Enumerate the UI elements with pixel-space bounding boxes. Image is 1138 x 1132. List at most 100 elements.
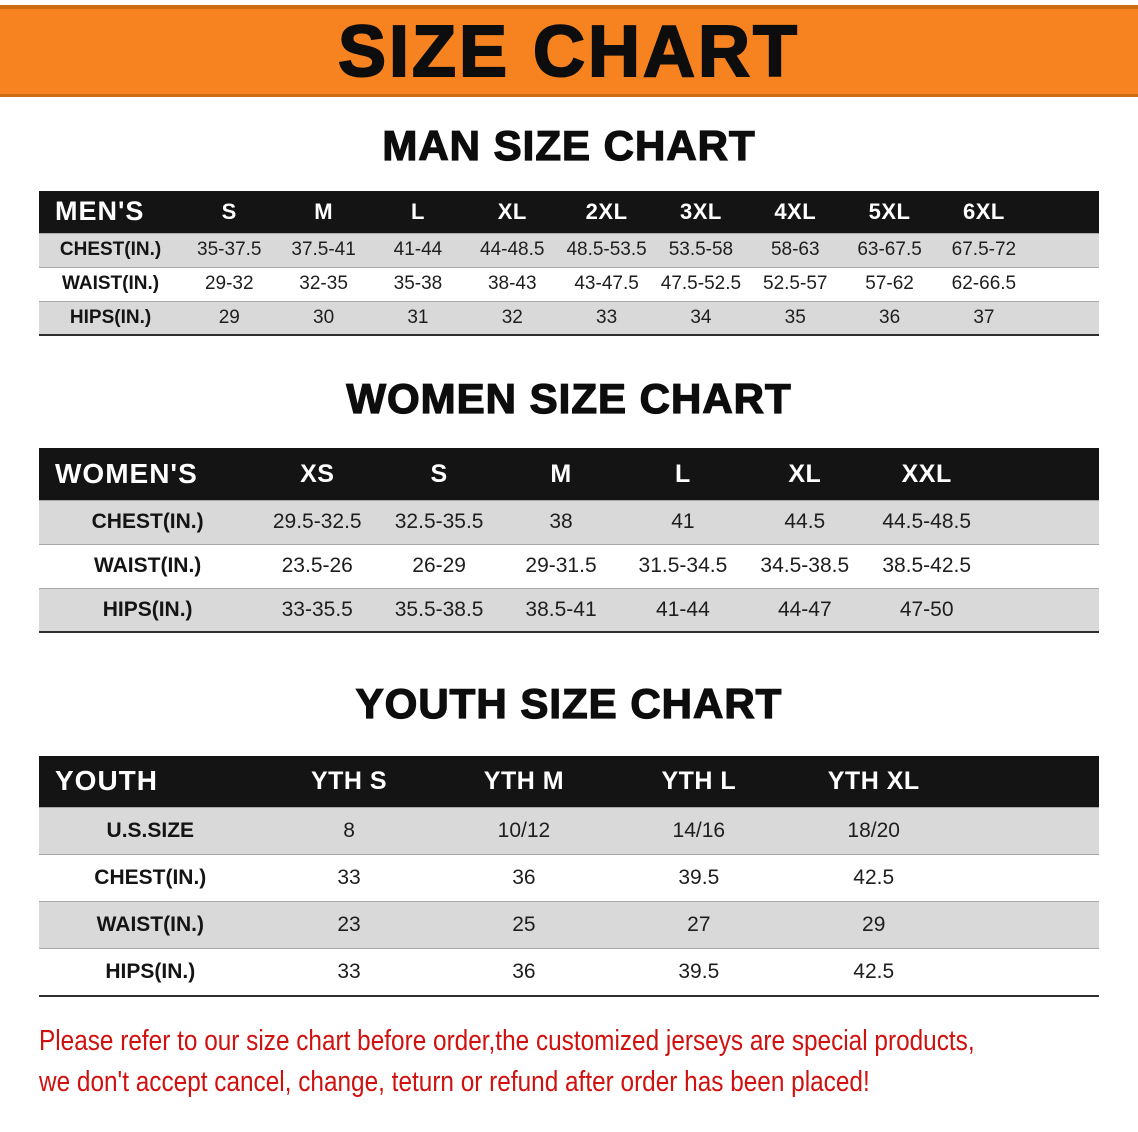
measurement-row: HIPS(IN.) 33-35.5 35.5-38.5 38.5-41 41-44 44-… [39, 588, 1099, 633]
row-label-cell: WAIST(IN.) [62, 273, 160, 295]
value-cell: 34.5-38.5 [760, 554, 850, 578]
value-cell: 32 [501, 306, 523, 328]
measurement-row: U.S.SIZE 8 10/12 14/16 18/20 [39, 807, 1099, 855]
value-cell: 38.5-42.5 [882, 554, 972, 578]
measurement-row: CHEST(IN.) 33 36 39.5 42.5 [39, 854, 1099, 902]
size-header-row: WOMEN'S XS S M L XL XXL [39, 448, 1099, 501]
value-cell: 31.5-34.5 [638, 554, 728, 578]
value-cell: 37 [973, 306, 995, 328]
value-cell: 38-43 [487, 273, 537, 295]
value-cell: 58-63 [770, 239, 820, 261]
value-cell: 35-37.5 [197, 239, 262, 261]
measurement-row: WAIST(IN.) 29-32 32-35 35-38 38-43 43-47.5 47.… [39, 267, 1099, 302]
value-cell: 26-29 [412, 554, 466, 578]
value-cell: 38.5-41 [525, 598, 597, 622]
men-size-table: MEN'S S M L XL 2XL 3XL 4XL 5XL 6XL CHEST(IN.) 35-37… [39, 191, 1099, 337]
size-header-cell: 6XL [936, 191, 1032, 234]
size-header-cell: S [378, 448, 501, 501]
value-cell: 35.5-38.5 [394, 598, 484, 622]
size-header-row: YOUTH YTH S YTH M YTH L YTH XL [39, 755, 1099, 808]
youth-size-section: YOUTH SIZE CHART YOUTH YTH S YTH M YTH L YTH… [39, 680, 1099, 997]
value-cell: 44-47 [777, 598, 832, 622]
table-title-cell: YOUTH [39, 755, 262, 808]
value-cell: 25 [512, 913, 536, 937]
measurement-row: HIPS(IN.) 29 30 31 32 33 34 35 36 37 [39, 301, 1099, 336]
size-header-cell: M [500, 448, 622, 501]
spacer-cell [961, 902, 1099, 949]
measurement-row: HIPS(IN.) 33 36 39.5 42.5 [39, 948, 1099, 996]
value-cell: 44-48.5 [480, 239, 545, 261]
spacer-cell [1031, 191, 1099, 234]
value-cell: 37.5-41 [291, 239, 356, 261]
size-header-cell: 2XL [559, 191, 654, 234]
value-cell: 23 [337, 913, 361, 937]
size-chart-page: SIZE CHART MAN SIZE CHART MEN'S S M L XL 2XL 3… [0, 5, 1138, 1103]
row-label-cell: CHEST(IN.) [91, 510, 204, 534]
value-cell: 10/12 [497, 819, 551, 843]
disclaimer-line-1: Please refer to our size chart before or… [39, 1024, 975, 1057]
spacer-cell [961, 855, 1099, 902]
value-cell: 44.5-48.5 [882, 510, 972, 534]
size-header-cell: S [182, 191, 277, 234]
value-cell: 47-50 [899, 598, 954, 622]
row-label-cell: HIPS(IN.) [105, 959, 196, 983]
value-cell: 44.5 [784, 510, 826, 534]
measurement-row: CHEST(IN.) 29.5-32.5 32.5-35.5 38 41 44.5 44.5… [39, 500, 1099, 545]
value-cell: 31 [407, 306, 429, 328]
value-cell: 29-31.5 [525, 554, 597, 578]
value-cell: 29 [218, 306, 240, 328]
spacer-cell [961, 808, 1099, 855]
row-label-cell: HIPS(IN.) [69, 306, 152, 328]
value-cell: 18/20 [847, 819, 900, 843]
spacer-cell [988, 588, 1099, 632]
value-cell: 38 [549, 510, 573, 534]
size-header-cell: L [370, 191, 466, 234]
spacer-cell [988, 544, 1099, 588]
value-cell: 29 [862, 913, 886, 937]
table-title-cell: WOMEN'S [39, 448, 257, 501]
disclaimer: Please refer to our size chart before or… [39, 1021, 1099, 1103]
size-header-cell: M [276, 191, 371, 234]
size-header-cell: YTH L [611, 755, 787, 808]
men-size-section: MAN SIZE CHART MEN'S S M L XL 2XL 3XL 4XL 5XL 6XL… [39, 122, 1099, 337]
size-header-cell: XL [743, 448, 866, 501]
value-cell: 67.5-72 [951, 239, 1017, 261]
row-label-cell: WAIST(IN.) [96, 913, 204, 937]
value-cell: 35 [784, 306, 806, 328]
row-label-cell: U.S.SIZE [106, 819, 195, 843]
value-cell: 29-32 [204, 273, 254, 295]
value-cell: 47.5-52.5 [660, 273, 742, 295]
value-cell: 36 [512, 866, 536, 890]
spacer-cell [961, 755, 1099, 808]
size-header-cell: YTH S [261, 755, 437, 808]
size-header-cell: L [621, 448, 744, 501]
value-cell: 30 [313, 306, 335, 328]
row-label-cell: HIPS(IN.) [102, 598, 193, 622]
spacer-cell [987, 448, 1099, 501]
value-cell: 36 [512, 959, 536, 983]
value-cell: 53.5-58 [668, 239, 734, 261]
spacer-cell [1031, 301, 1099, 335]
value-cell: 34 [690, 306, 712, 328]
value-cell: 27 [687, 913, 711, 937]
value-cell: 57-62 [865, 273, 914, 295]
spacer-cell [988, 500, 1099, 544]
value-cell: 41-44 [656, 598, 710, 622]
size-header-cell: XXL [865, 448, 988, 501]
size-header-cell: XS [256, 448, 379, 501]
value-cell: 41-44 [393, 239, 443, 261]
measurement-row: WAIST(IN.) 23.5-26 26-29 29-31.5 31.5-34.5 34… [39, 544, 1099, 589]
table-title-cell: MEN'S [39, 191, 183, 234]
size-header-cell: 3XL [653, 191, 749, 234]
value-cell: 14/16 [672, 819, 726, 843]
measurement-row: CHEST(IN.) 35-37.5 37.5-41 41-44 44-48.5 48.5… [39, 233, 1099, 268]
size-header-cell: YTH M [436, 755, 612, 808]
women-size-table: WOMEN'S XS S M L XL XXL CHEST(IN.) 29.5-32.5 32.5… [39, 448, 1099, 634]
spacer-cell [1031, 233, 1099, 267]
size-header-row: MEN'S S M L XL 2XL 3XL 4XL 5XL 6XL [39, 191, 1099, 234]
value-cell: 39.5 [678, 959, 720, 983]
spacer-cell [961, 949, 1099, 996]
page-title: SIZE CHART [337, 11, 800, 92]
size-header-cell: YTH XL [786, 755, 962, 808]
value-cell: 35-38 [393, 273, 443, 295]
